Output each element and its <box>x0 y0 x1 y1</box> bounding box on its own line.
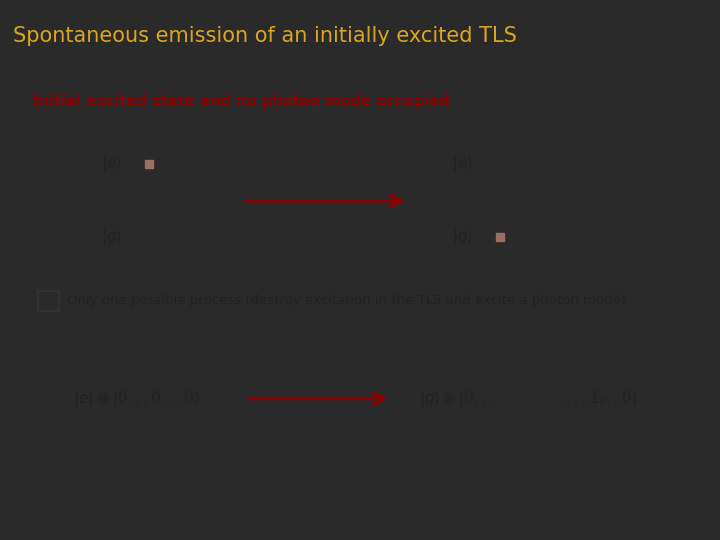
Text: Initial excited state and no photon mode occupied: Initial excited state and no photon mode… <box>33 94 450 109</box>
Text: $|g\rangle$: $|g\rangle$ <box>101 227 122 247</box>
Text: $|g\rangle$: $|g\rangle$ <box>452 227 474 247</box>
Text: $|e\rangle$: $|e\rangle$ <box>102 154 122 174</box>
Text: Only one possible process (destroy excitation in the TLS and excite a photon mod: Only one possible process (destroy excit… <box>68 294 626 307</box>
Text: $|e\rangle \otimes |0...0...0\rangle$: $|e\rangle \otimes |0...0...0\rangle$ <box>73 389 199 409</box>
Text: $|g\rangle \otimes |0...$: $|g\rangle \otimes |0...$ <box>419 389 494 409</box>
Text: Spontaneous emission of an initially excited TLS: Spontaneous emission of an initially exc… <box>13 26 517 46</box>
Bar <box>38 291 58 311</box>
Text: $....1_k..0\rangle$: $....1_k..0\rangle$ <box>557 389 637 408</box>
Text: $|e\rangle$: $|e\rangle$ <box>452 154 474 174</box>
